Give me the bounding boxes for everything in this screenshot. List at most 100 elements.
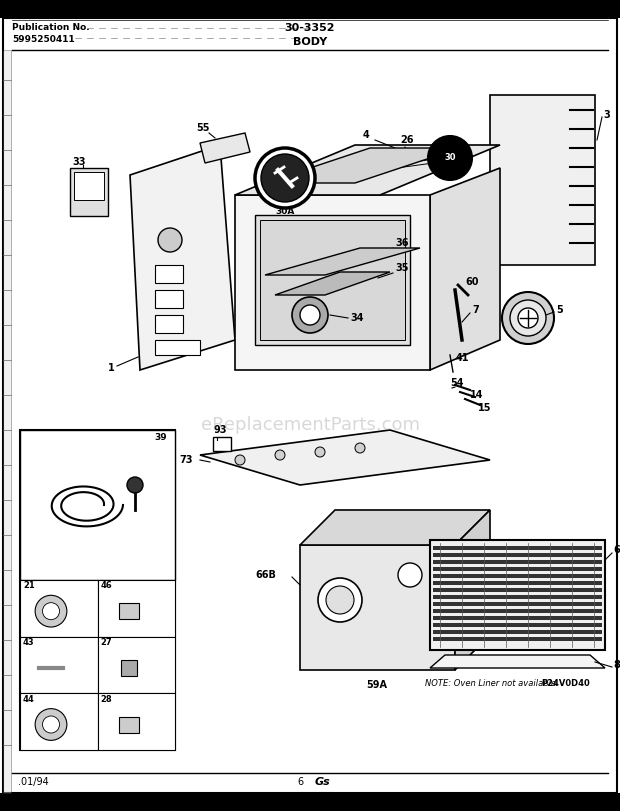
Bar (433, 567, 602, 571)
Bar (433, 560, 602, 564)
Bar (260, 220, 405, 340)
Polygon shape (265, 248, 420, 275)
Text: 46: 46 (100, 581, 112, 590)
Text: .01/94: .01/94 (18, 777, 49, 787)
Text: 30A: 30A (275, 208, 294, 217)
Text: eReplacementParts.com: eReplacementParts.com (200, 416, 420, 434)
Circle shape (326, 586, 354, 614)
Bar (97, 580, 175, 637)
Circle shape (510, 300, 546, 336)
Text: 26: 26 (400, 135, 414, 145)
Text: 41: 41 (456, 353, 469, 363)
Bar (155, 340, 200, 355)
Bar (3, 50, 11, 793)
Bar (433, 581, 602, 585)
Text: 8: 8 (613, 660, 620, 670)
Bar (120, 660, 136, 676)
Bar (0, 0, 620, 18)
Text: 14: 14 (470, 390, 484, 400)
Polygon shape (130, 145, 235, 370)
Text: 66B: 66B (255, 570, 276, 580)
Text: BODY: BODY (293, 37, 327, 47)
Bar (433, 546, 602, 550)
Circle shape (355, 443, 365, 453)
Circle shape (292, 297, 328, 333)
Circle shape (158, 228, 182, 252)
Polygon shape (300, 510, 490, 545)
Circle shape (428, 136, 472, 180)
Text: 34: 34 (350, 313, 363, 323)
Text: NOTE: Oven Liner not available: NOTE: Oven Liner not available (425, 679, 556, 688)
Bar (20, 637, 97, 693)
Bar (20, 430, 175, 750)
Circle shape (518, 308, 538, 328)
Text: 93: 93 (214, 425, 228, 435)
Polygon shape (455, 510, 490, 670)
Circle shape (275, 450, 285, 460)
Bar (433, 602, 602, 606)
Bar (70, 168, 108, 216)
Bar (255, 215, 410, 345)
Circle shape (300, 305, 320, 325)
Text: 7: 7 (472, 305, 479, 315)
Text: 55: 55 (196, 123, 210, 133)
Text: 1: 1 (108, 363, 115, 373)
Text: P24V0D40: P24V0D40 (541, 679, 590, 688)
Text: 39: 39 (154, 434, 167, 443)
Polygon shape (430, 168, 500, 370)
Bar (433, 623, 602, 627)
Text: 30-3352: 30-3352 (285, 23, 335, 33)
Bar (433, 616, 602, 620)
Text: 44: 44 (23, 695, 35, 704)
Circle shape (502, 292, 554, 344)
Polygon shape (200, 430, 490, 485)
Bar (490, 95, 595, 265)
Text: 21: 21 (23, 581, 35, 590)
Text: 54: 54 (450, 378, 464, 388)
Bar (433, 553, 602, 557)
Bar (118, 716, 138, 732)
Circle shape (255, 148, 315, 208)
Bar (20, 430, 175, 580)
Polygon shape (430, 655, 605, 668)
Bar (118, 603, 138, 619)
Text: 6: 6 (613, 545, 620, 555)
Text: 27: 27 (100, 638, 112, 647)
Text: 36: 36 (395, 238, 409, 248)
Polygon shape (200, 133, 250, 163)
Text: 59A: 59A (366, 680, 388, 690)
Circle shape (35, 595, 67, 627)
Text: 73: 73 (180, 455, 193, 465)
Text: 5995250411: 5995250411 (12, 35, 75, 44)
Bar (433, 595, 602, 599)
Circle shape (43, 603, 60, 620)
Text: 6: 6 (297, 777, 303, 787)
Bar (235, 195, 430, 370)
Circle shape (398, 563, 422, 587)
Text: 3: 3 (603, 110, 609, 120)
Bar (433, 588, 602, 592)
Bar (155, 290, 183, 308)
Circle shape (35, 709, 67, 740)
Text: Gs: Gs (315, 777, 330, 787)
Text: 28: 28 (100, 695, 112, 704)
Bar (433, 574, 602, 578)
Circle shape (235, 455, 245, 465)
Bar (20, 693, 97, 750)
Bar (97, 693, 175, 750)
Text: 4: 4 (363, 130, 370, 140)
Text: 15: 15 (478, 403, 492, 413)
Text: 5: 5 (556, 305, 563, 315)
Bar (20, 580, 97, 637)
Circle shape (43, 716, 60, 733)
Bar (433, 637, 602, 641)
Bar (97, 637, 175, 693)
Circle shape (315, 447, 325, 457)
Circle shape (127, 477, 143, 493)
Circle shape (261, 154, 309, 202)
Bar (74, 172, 104, 200)
Bar (430, 540, 605, 650)
Circle shape (318, 578, 362, 622)
Bar (213, 437, 231, 451)
Text: Publication No.: Publication No. (12, 24, 90, 32)
